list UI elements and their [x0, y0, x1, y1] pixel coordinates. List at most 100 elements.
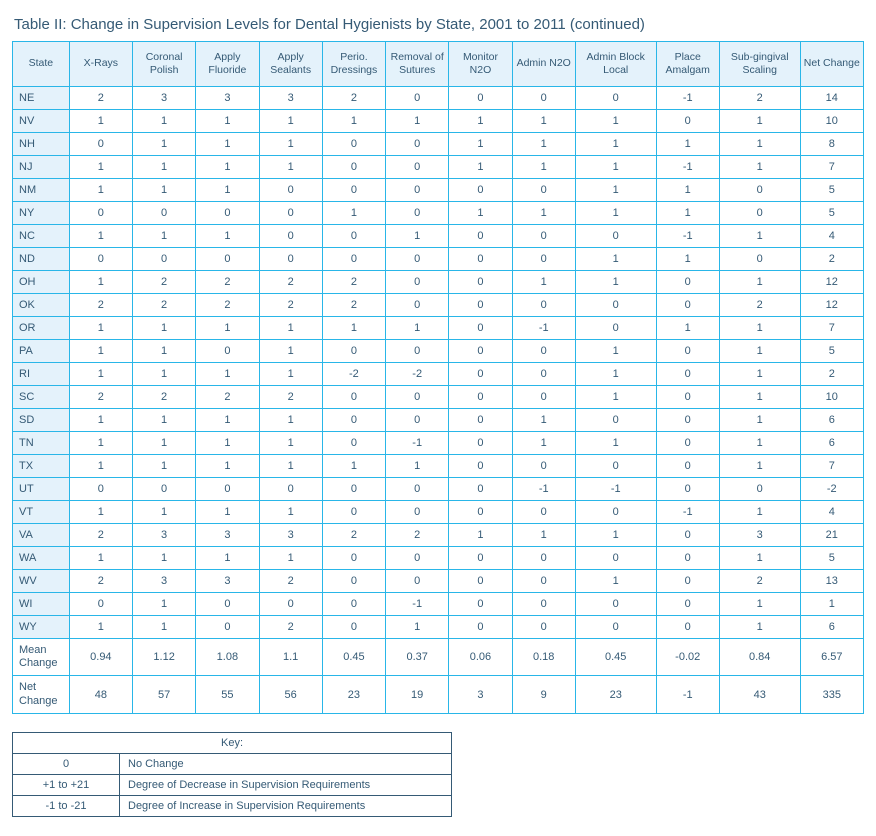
data-cell: 0 [719, 202, 800, 225]
data-cell: 0 [512, 616, 575, 639]
data-cell: 0 [512, 455, 575, 478]
data-cell: 1 [132, 547, 195, 570]
data-cell: 1 [196, 432, 259, 455]
data-cell: 0 [386, 156, 449, 179]
table-row: SD111100010016 [13, 409, 864, 432]
data-cell: 7 [800, 455, 863, 478]
data-cell: 0 [449, 570, 512, 593]
data-cell: 6 [800, 409, 863, 432]
data-cell: 2 [196, 271, 259, 294]
data-cell: 0 [196, 248, 259, 271]
state-cell: WA [13, 547, 70, 570]
data-cell: 0 [449, 248, 512, 271]
data-cell: 2 [719, 570, 800, 593]
data-cell: 0 [449, 271, 512, 294]
data-cell: 1 [69, 547, 132, 570]
col-header: Removal of Sutures [386, 42, 449, 87]
data-cell: 1 [69, 340, 132, 363]
data-cell: 0 [449, 225, 512, 248]
data-cell: 0 [656, 547, 719, 570]
data-cell: 1 [575, 363, 656, 386]
table-row: ND000000001102 [13, 248, 864, 271]
data-cell: 1 [132, 225, 195, 248]
data-cell: 2 [322, 294, 385, 317]
table-row: TX111111000017 [13, 455, 864, 478]
data-cell: 1 [322, 455, 385, 478]
data-cell: 3 [132, 570, 195, 593]
data-cell: -1 [656, 156, 719, 179]
data-cell: 0 [322, 593, 385, 616]
data-cell: 2 [259, 616, 322, 639]
data-cell: 1 [719, 386, 800, 409]
key-value: 0 [13, 753, 120, 774]
key-value: -1 to -21 [13, 795, 120, 816]
data-cell: 1 [719, 225, 800, 248]
data-cell: 1 [259, 133, 322, 156]
data-cell: 0 [386, 501, 449, 524]
key-desc: Degree of Increase in Supervision Requir… [120, 795, 452, 816]
data-cell: 2 [196, 294, 259, 317]
data-cell: 0 [449, 616, 512, 639]
data-cell: 1 [259, 110, 322, 133]
state-cell: RI [13, 363, 70, 386]
summary-cell: 56 [259, 676, 322, 713]
summary-cell: 55 [196, 676, 259, 713]
summary-cell: -0.02 [656, 639, 719, 676]
data-cell: 1 [719, 432, 800, 455]
table-row: UT0000000-1-100-2 [13, 478, 864, 501]
data-cell: 1 [69, 409, 132, 432]
state-cell: SC [13, 386, 70, 409]
col-header: Monitor N2O [449, 42, 512, 87]
data-cell: 1 [719, 133, 800, 156]
data-cell: 0 [259, 202, 322, 225]
data-cell: 0 [386, 133, 449, 156]
data-cell: 3 [259, 524, 322, 547]
data-cell: 2 [69, 87, 132, 110]
data-cell: 0 [449, 363, 512, 386]
data-cell: 1 [259, 409, 322, 432]
data-cell: 0 [512, 248, 575, 271]
data-cell: 1 [69, 317, 132, 340]
summary-row: Mean Change0.941.121.081.10.450.370.060.… [13, 639, 864, 676]
key-row: 0No Change [13, 753, 452, 774]
data-cell: 1 [132, 156, 195, 179]
data-cell: 1 [69, 110, 132, 133]
data-cell: 1 [259, 363, 322, 386]
data-cell: 3 [196, 570, 259, 593]
data-cell: 1 [132, 340, 195, 363]
data-cell: 1 [512, 110, 575, 133]
data-cell: -2 [322, 363, 385, 386]
data-cell: 0 [449, 478, 512, 501]
data-cell: 1 [575, 340, 656, 363]
key-desc: No Change [120, 753, 452, 774]
data-cell: 0 [575, 616, 656, 639]
data-cell: 1 [719, 271, 800, 294]
data-cell: 1 [69, 455, 132, 478]
data-cell: 0 [386, 271, 449, 294]
data-cell: 1 [575, 271, 656, 294]
summary-cell: 23 [575, 676, 656, 713]
data-cell: 0 [386, 386, 449, 409]
data-cell: 0 [575, 501, 656, 524]
data-cell: 0 [512, 547, 575, 570]
summary-cell: -1 [656, 676, 719, 713]
data-cell: 0 [575, 455, 656, 478]
state-cell: NC [13, 225, 70, 248]
summary-cell: 0.45 [322, 639, 385, 676]
data-cell: 0 [196, 593, 259, 616]
data-cell: 4 [800, 501, 863, 524]
data-cell: 0 [449, 340, 512, 363]
data-cell: 3 [259, 87, 322, 110]
data-cell: 1 [259, 455, 322, 478]
table-row: WA111100000015 [13, 547, 864, 570]
data-cell: 0 [512, 570, 575, 593]
data-cell: 1 [132, 179, 195, 202]
data-cell: 0 [132, 248, 195, 271]
data-cell: 0 [69, 478, 132, 501]
data-cell: 1 [512, 524, 575, 547]
data-cell: 1 [656, 133, 719, 156]
data-cell: 1 [132, 363, 195, 386]
data-cell: 1 [719, 501, 800, 524]
data-cell: 0 [322, 386, 385, 409]
data-cell: 1 [132, 593, 195, 616]
